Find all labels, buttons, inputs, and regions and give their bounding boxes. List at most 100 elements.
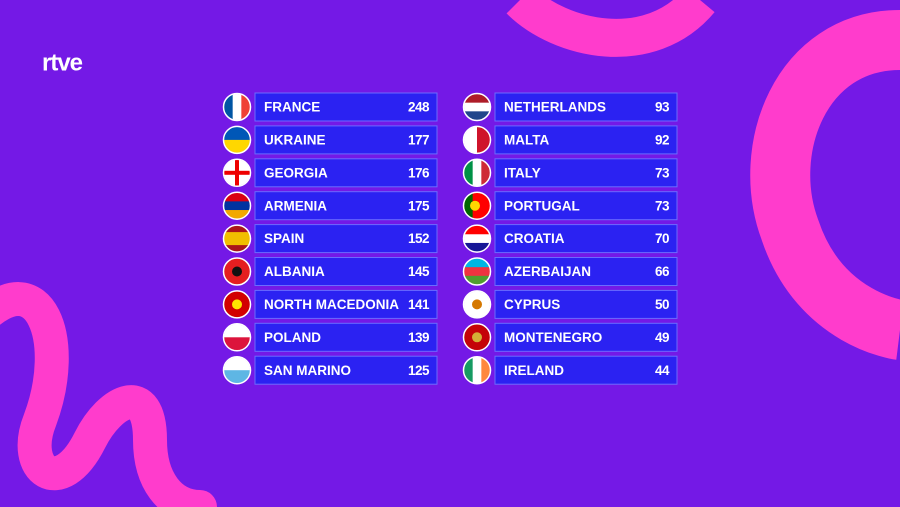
row: PORTUGAL 73 — [462, 191, 678, 221]
row: MALTA 92 — [462, 125, 678, 155]
flag-stripe — [481, 159, 490, 186]
row: FRANCE 248 — [222, 92, 438, 122]
flag — [464, 159, 490, 186]
points: 66 — [655, 264, 670, 279]
flag — [464, 192, 490, 219]
country-name: POLAND — [264, 330, 321, 345]
row-bar — [494, 322, 678, 352]
flag-stripe — [224, 245, 250, 252]
flag-stripe — [224, 337, 250, 351]
points: 176 — [408, 165, 430, 180]
flag-stripe — [224, 94, 234, 120]
row: ITALY 73 — [462, 158, 678, 188]
flag-stripe — [472, 159, 482, 186]
logo: rtve — [42, 49, 83, 76]
points: 50 — [655, 297, 669, 312]
flag — [464, 258, 490, 285]
points: 93 — [655, 100, 670, 115]
row: NETHERLANDS 93 — [462, 92, 678, 122]
row: ARMENIA 175 — [222, 191, 438, 221]
flag-emblem — [472, 299, 482, 310]
flag-border — [462, 257, 492, 286]
points: 145 — [408, 264, 430, 279]
country-name: SPAIN — [264, 231, 304, 246]
points: 44 — [655, 363, 670, 378]
row: IRELAND 44 — [462, 355, 678, 385]
country-name: MONTENEGRO — [504, 330, 602, 345]
row-bar — [254, 322, 438, 352]
flag — [224, 126, 250, 153]
flag-stripe — [464, 234, 490, 244]
points: 177 — [408, 132, 429, 147]
flag-stripe — [224, 126, 250, 141]
flag-stripe — [464, 357, 474, 384]
flag — [224, 357, 250, 384]
country-name: PORTUGAL — [504, 198, 580, 213]
flag-border — [462, 158, 492, 188]
flag-stripe — [464, 275, 490, 285]
flag — [224, 159, 250, 186]
row: CYPRUS 50 — [462, 289, 678, 319]
country-name: CROATIA — [504, 231, 565, 246]
flag — [464, 225, 490, 252]
row: SAN MARINO 125 — [222, 355, 438, 385]
flag-border — [462, 290, 492, 319]
row-bar — [494, 224, 678, 254]
row: UKRAINE 177 — [222, 125, 438, 155]
flag-stripe — [224, 324, 250, 338]
row-bar — [494, 125, 678, 155]
flag-stripe — [464, 102, 490, 112]
row-bar — [254, 355, 438, 385]
flag-border — [222, 257, 252, 286]
country-name: GEORGIA — [264, 165, 328, 180]
flag-border — [462, 191, 492, 220]
flag-emblem — [470, 200, 480, 211]
flag — [224, 258, 250, 285]
flag-stripe — [464, 242, 490, 252]
flag-stripe — [464, 126, 478, 153]
flag-stripe — [241, 94, 250, 120]
points: 125 — [408, 363, 430, 378]
flag-stripe — [224, 210, 250, 219]
flag-stripe — [464, 225, 490, 235]
flag-stripe — [464, 94, 490, 104]
row-bar — [494, 355, 678, 385]
points: 92 — [655, 132, 669, 147]
country-name: NORTH MACEDONIA — [264, 297, 399, 312]
flag-stripe — [464, 111, 490, 120]
flag-border — [462, 92, 492, 122]
flag-stripe — [224, 370, 250, 384]
flag-stripe — [224, 225, 250, 233]
flag-stripe — [477, 126, 490, 153]
row-bar — [254, 92, 438, 122]
flag — [224, 291, 250, 318]
decor-ring — [750, 10, 900, 360]
flag-stripe — [232, 94, 242, 120]
points: 73 — [655, 165, 670, 180]
country-name: NETHERLANDS — [504, 100, 606, 115]
country-name: AZERBAIJAN — [504, 264, 591, 279]
country-name: FRANCE — [264, 100, 320, 115]
flag-border — [222, 224, 252, 253]
flag-stripe — [481, 357, 490, 384]
flag-stripe — [224, 139, 250, 153]
row-bar — [254, 224, 438, 254]
flag — [464, 94, 490, 120]
flag-border — [462, 323, 492, 352]
country-name: ARMENIA — [264, 198, 327, 213]
rows: FRANCE 248 UKRAINE 177 GEORGIA 176 ARMENIA 175 S… — [222, 92, 678, 385]
flag-border — [222, 355, 252, 385]
flag — [464, 291, 490, 318]
flag-stripe — [224, 232, 250, 240]
country-name: IRELAND — [504, 363, 564, 378]
row-bar — [254, 125, 438, 155]
flag-stripe — [464, 267, 490, 277]
flag-border — [222, 290, 252, 319]
row-bar — [494, 289, 678, 319]
points: 248 — [408, 100, 430, 115]
points: 73 — [655, 198, 670, 213]
row: CROATIA 70 — [462, 224, 678, 254]
flag-cross — [224, 170, 250, 175]
points: 70 — [655, 231, 669, 246]
